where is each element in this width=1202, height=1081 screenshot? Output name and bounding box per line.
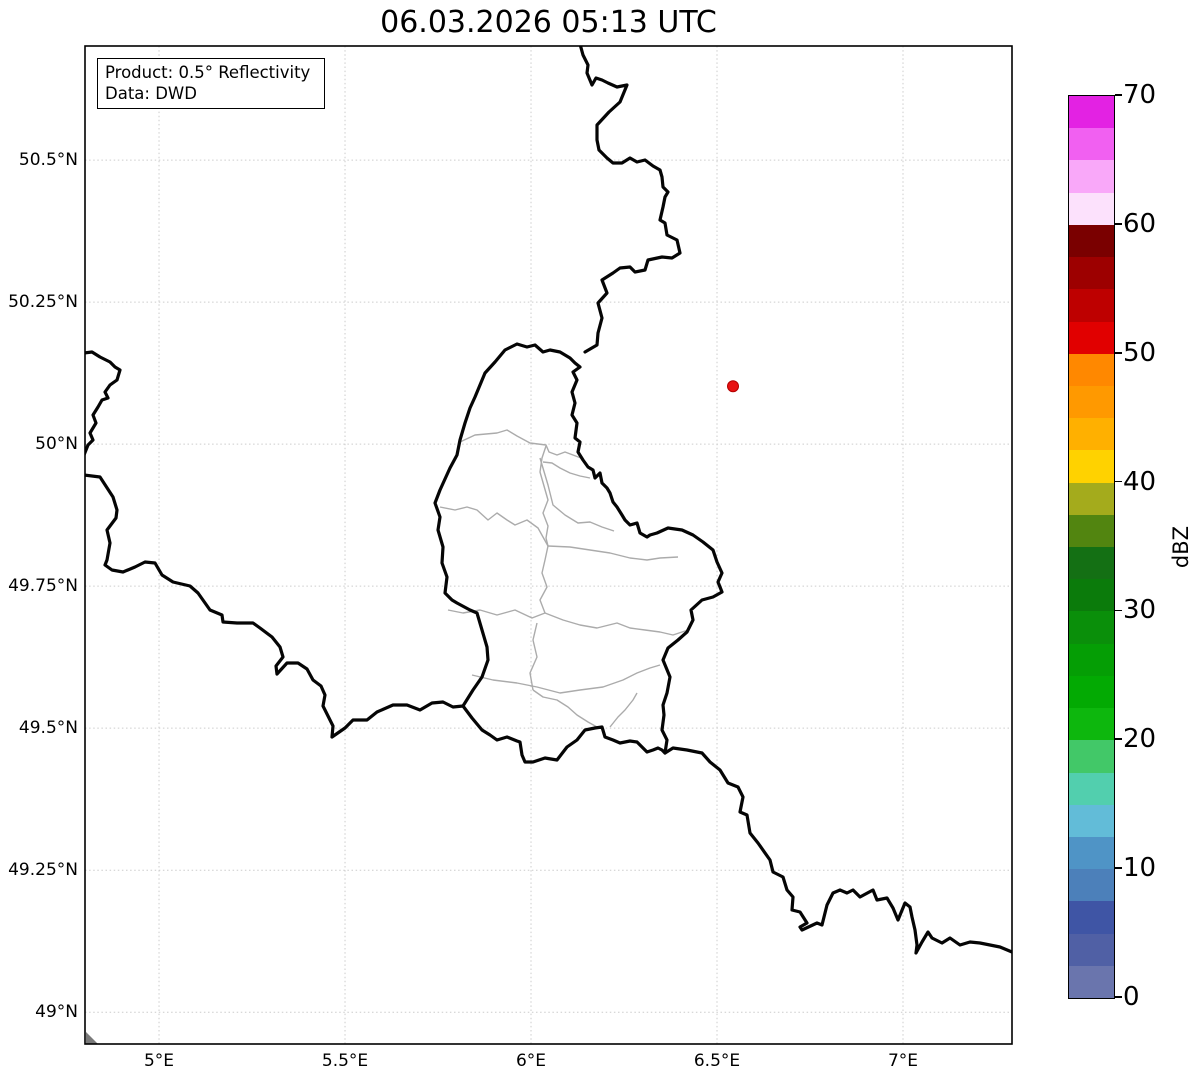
product-info-box: Product: 0.5° Reflectivity Data: DWD <box>97 58 325 109</box>
colorbar-segment <box>1069 321 1114 354</box>
colorbar-tick-label: 30 <box>1123 595 1157 626</box>
colorbar-segment <box>1069 256 1114 290</box>
colorbar-segment <box>1069 739 1114 773</box>
colorbar-tick-label: 0 <box>1123 982 1140 1012</box>
colorbar-segment <box>1069 288 1114 322</box>
canton-borders <box>439 429 689 728</box>
radar-site-marker <box>727 380 740 393</box>
colorbar-segment <box>1069 224 1114 258</box>
colorbar-tickmark <box>1115 480 1122 483</box>
colorbar-tick-label: 20 <box>1123 724 1157 755</box>
colorbar-tickmark <box>1115 223 1122 225</box>
lon-tick-label: 5.5°E <box>321 1051 369 1071</box>
corner-land-patch <box>86 1032 98 1044</box>
lat-tick-label: 50°N <box>35 434 78 455</box>
colorbar-tick-label: 70 <box>1123 80 1157 110</box>
colorbar-unit-label: dBZ <box>1169 525 1193 569</box>
border-belgium-germany <box>578 46 682 354</box>
colorbar-segment <box>1069 933 1114 966</box>
colorbar-tick-label: 50 <box>1123 337 1157 368</box>
lat-tick-label: 50.25°N <box>8 292 78 313</box>
border-france-belgium-west <box>85 350 122 457</box>
border-france-belgium <box>85 473 465 739</box>
lat-tick-label: 49.25°N <box>8 860 78 881</box>
lon-tick-label: 6.5°E <box>693 1051 741 1071</box>
colorbar-segment <box>1069 868 1114 902</box>
colorbar-segment <box>1069 611 1114 644</box>
product-line: Product: 0.5° Reflectivity <box>105 63 311 82</box>
plot-frame <box>84 45 1013 1045</box>
lat-tick-label: 49.75°N <box>8 576 78 597</box>
country-borders <box>85 46 1012 955</box>
colorbar-segment <box>1069 417 1114 451</box>
colorbar-tickmark <box>1115 94 1122 96</box>
lon-tick-label: 5°E <box>143 1051 175 1071</box>
colorbar-segment <box>1069 578 1114 612</box>
colorbar-segment <box>1069 643 1114 676</box>
colorbar-segment <box>1069 353 1114 386</box>
colorbar-tickmark <box>1115 738 1122 741</box>
colorbar-segment <box>1069 449 1114 483</box>
border-luxembourg <box>433 342 724 764</box>
lon-tick-label: 6°E <box>515 1051 547 1071</box>
lon-tick-label: 7°E <box>887 1051 919 1071</box>
colorbar-tickmark <box>1115 609 1122 612</box>
colorbar-segment <box>1069 192 1114 225</box>
grid-layer <box>85 46 1012 1044</box>
colorbar-segment <box>1069 900 1114 934</box>
colorbar-tickmark <box>1115 867 1122 869</box>
colorbar-segment <box>1069 127 1114 161</box>
data-source-line: Data: DWD <box>105 84 197 103</box>
colorbar-segment <box>1069 836 1114 870</box>
colorbar-segment <box>1069 514 1114 547</box>
colorbar-segment <box>1069 707 1114 741</box>
lat-tick-label: 50.5°N <box>18 150 78 171</box>
colorbar-segment <box>1069 804 1114 837</box>
colorbar <box>1068 95 1115 999</box>
colorbar-tickmark <box>1115 351 1122 354</box>
colorbar-segment <box>1069 965 1114 998</box>
marker-layer <box>727 380 740 393</box>
colorbar-tickmark <box>1115 996 1122 998</box>
colorbar-segment <box>1069 95 1114 129</box>
colorbar-segment <box>1069 772 1114 805</box>
colorbar-segment <box>1069 385 1114 419</box>
plot-title: 06.03.2026 05:13 UTC <box>380 5 717 40</box>
lat-tick-label: 49°N <box>35 1002 78 1023</box>
colorbar-segment <box>1069 675 1114 709</box>
colorbar-segment <box>1069 546 1114 580</box>
lat-tick-label: 49.5°N <box>18 718 78 739</box>
colorbar-tick-label: 60 <box>1123 208 1157 239</box>
colorbar-tick-label: 10 <box>1123 853 1157 884</box>
colorbar-tick-label: 40 <box>1123 466 1157 497</box>
colorbar-segment <box>1069 160 1114 193</box>
border-france-germany <box>663 746 1012 955</box>
colorbar-segment <box>1069 482 1114 515</box>
